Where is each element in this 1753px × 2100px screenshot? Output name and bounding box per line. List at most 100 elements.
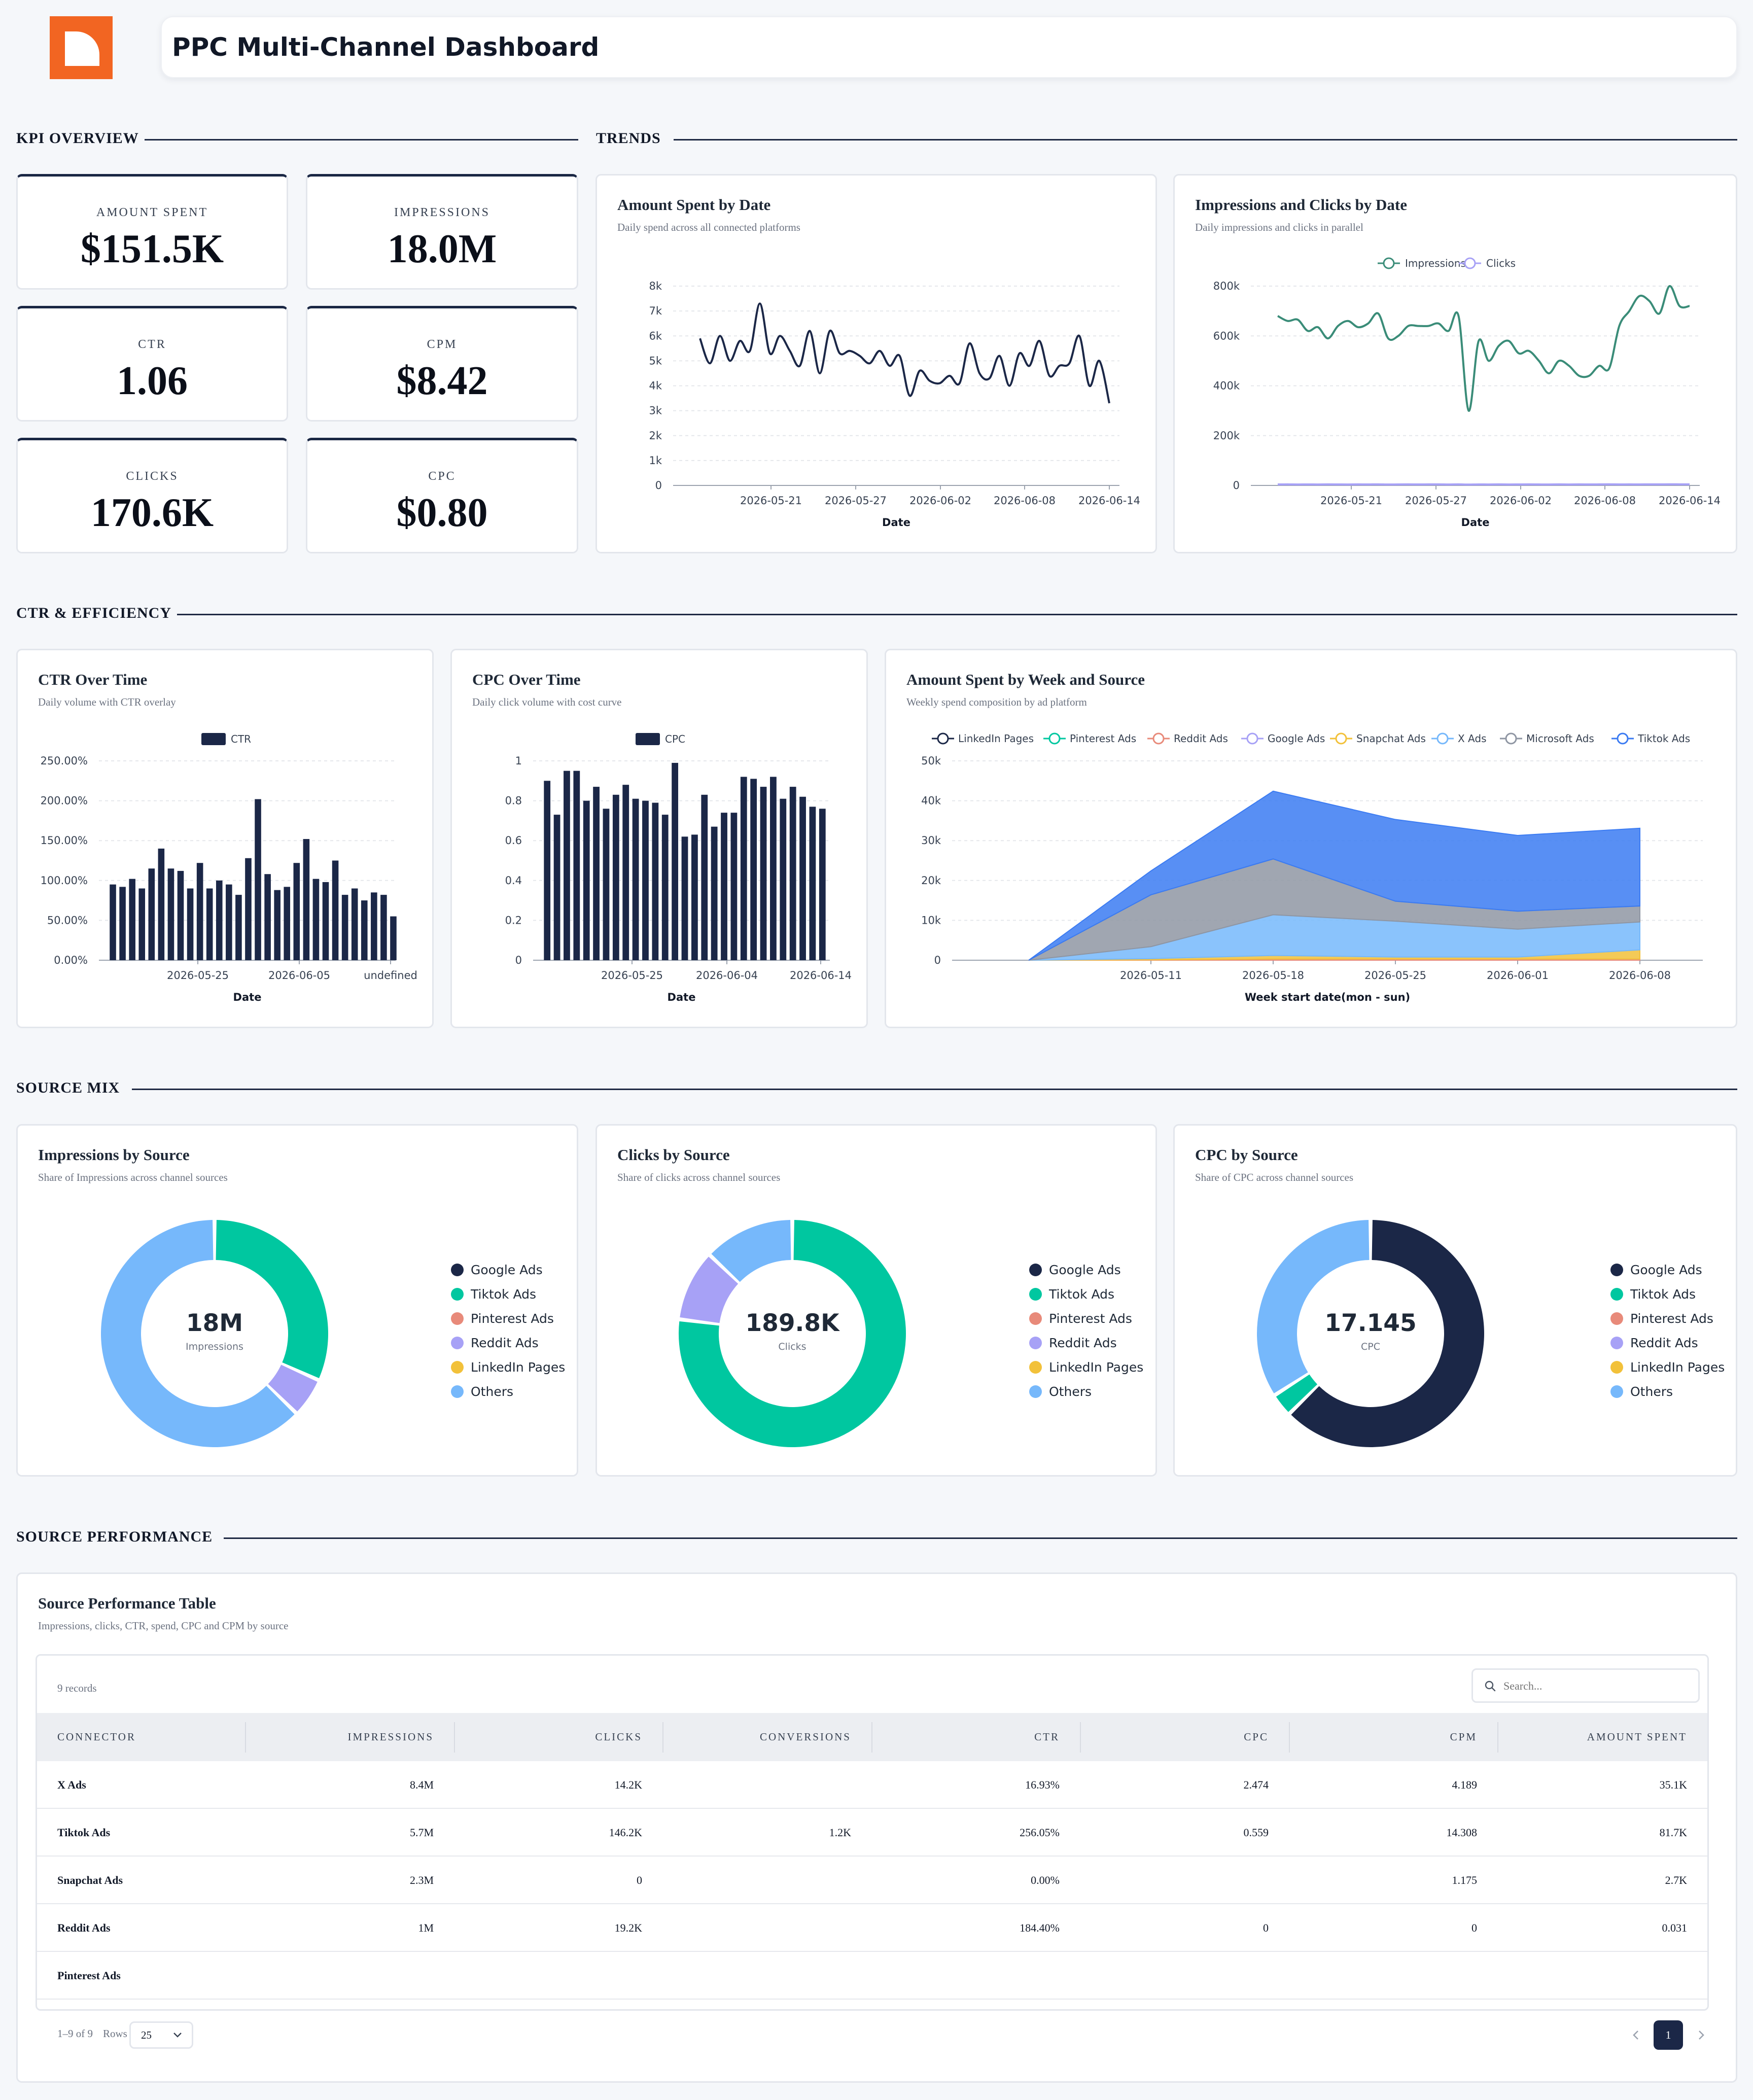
- table-row[interactable]: Tiktok Ads 5.7M 146.2K 1.2K 256.05% 0.559 14.3…: [37, 1809, 1707, 1857]
- legend-label: Others: [471, 1384, 514, 1399]
- chevron-down-icon: [173, 2033, 182, 2038]
- page-button-current[interactable]: 1: [1654, 2020, 1683, 2050]
- donut-center-value: 18M: [186, 1309, 243, 1337]
- x-tick-label: 2026-05-21: [1320, 495, 1382, 507]
- card-title: Clicks by Source: [617, 1146, 730, 1164]
- next-page-button[interactable]: [1687, 2020, 1716, 2050]
- area-tiktok-ads: [1028, 790, 1640, 961]
- legend-dot: [451, 1312, 464, 1325]
- table-cell-clicks: 0: [637, 1874, 642, 1886]
- chart-ctr-over-time[interactable]: 0.00% 50.00% 100.00% 150.00% 200.00% 250.00% 2…: [18, 650, 432, 1027]
- table-cell-clicks: 14.2K: [614, 1778, 642, 1791]
- legend-label: Reddit Ads: [1630, 1336, 1698, 1350]
- donut-cpc-by-source[interactable]: [1175, 1126, 1736, 1475]
- donut-clicks-by-source[interactable]: [597, 1126, 1155, 1475]
- chart-amount-spent-by-week-and-source[interactable]: 0 10k 20k 30k 40k 50k 2026-05-11 2026-05-18 2026…: [886, 650, 1736, 1027]
- legend-label: Pinterest Ads: [471, 1311, 554, 1326]
- search-input[interactable]: [1503, 1677, 1691, 1695]
- column-header-cpm[interactable]: CPM: [1450, 1731, 1477, 1743]
- legend-item-reddit-ads[interactable]: Reddit Ads: [451, 1336, 539, 1350]
- bar: [612, 794, 619, 960]
- section-ctr-efficiency: CTR & EFFICIENCY: [16, 605, 172, 621]
- prev-page-button[interactable]: [1621, 2020, 1651, 2050]
- y-tick-label: 0: [934, 954, 941, 966]
- table-pagination: 1–9 of 9 Rows 25 1: [37, 2020, 1707, 2068]
- legend-item-reddit-ads[interactable]: Reddit Ads: [1029, 1336, 1117, 1350]
- legend-item-reddit-ads[interactable]: Reddit Ads: [1610, 1336, 1698, 1350]
- column-header-cpc[interactable]: CPC: [1244, 1731, 1269, 1743]
- legend-item-pinterest-ads[interactable]: Pinterest Ads: [1610, 1311, 1713, 1326]
- legend-label: Reddit Ads: [1049, 1336, 1117, 1350]
- table-row[interactable]: Snapchat Ads 2.3M 0 0.00% 1.175 2.7K: [37, 1857, 1707, 1904]
- legend-item-tiktok-ads[interactable]: Tiktok Ads: [1610, 1287, 1696, 1302]
- chart-impressions-clicks-by-date[interactable]: 0 200k 400k 600k 800k 2026-05-21 2026-05-27 202…: [1175, 176, 1736, 552]
- legend-item-linkedin-pages[interactable]: LinkedIn Pages: [1029, 1360, 1143, 1375]
- legend-item-others[interactable]: Others: [1029, 1384, 1092, 1399]
- donut-impressions-by-source[interactable]: [18, 1126, 577, 1475]
- kpi-value: 1.06: [117, 359, 188, 403]
- y-tick-label: 8k: [649, 280, 662, 292]
- legend-item-google-ads[interactable]: Google Ads: [451, 1263, 543, 1277]
- legend-label: Reddit Ads: [1174, 732, 1228, 745]
- table-search[interactable]: [1471, 1668, 1700, 1703]
- column-header-ctr[interactable]: CTR: [1034, 1731, 1060, 1743]
- legend-label: Tiktok Ads: [1637, 732, 1690, 745]
- x-tick-label: 2026-06-08: [1574, 495, 1636, 507]
- bar: [701, 794, 708, 960]
- legend-item-pinterest-ads[interactable]: Pinterest Ads: [451, 1311, 554, 1326]
- kpi-card-cpc: CPC $0.80: [306, 438, 578, 553]
- y-tick-label: 40k: [921, 795, 941, 807]
- legend-label: Google Ads: [1630, 1263, 1702, 1277]
- brand-logo[interactable]: [50, 16, 113, 79]
- table-cell-impressions: 2.3M: [409, 1874, 434, 1886]
- legend-item-pinterest-ads[interactable]: Pinterest Ads: [1029, 1311, 1132, 1326]
- y-tick-label: 20k: [921, 874, 941, 887]
- table-cell-impressions: 8.4M: [409, 1778, 434, 1791]
- column-header-amount-spent[interactable]: AMOUNT SPENT: [1587, 1731, 1687, 1743]
- y-tick-label: 5k: [649, 355, 662, 367]
- y-tick-label: 800k: [1213, 280, 1240, 292]
- legend-item-google-ads[interactable]: Google Ads: [1029, 1263, 1121, 1277]
- y-tick-label: 10k: [921, 914, 941, 926]
- legend-item-tiktok-ads[interactable]: Tiktok Ads: [1029, 1287, 1114, 1302]
- column-header-connector[interactable]: CONNECTOR: [57, 1731, 136, 1743]
- card-title: Amount Spent by Week and Source: [906, 671, 1145, 688]
- bar: [303, 839, 310, 960]
- table-cell-impressions: [245, 1952, 454, 2000]
- legend-item-others[interactable]: Others: [1610, 1384, 1673, 1399]
- legend-label: Others: [1630, 1384, 1673, 1399]
- table-cell-cpm: 1.175: [1452, 1874, 1478, 1886]
- chart-cpc-over-time[interactable]: 0 0.2 0.4 0.6 0.8 1 2026-05-25 2026-06-04 2026-0…: [452, 650, 866, 1027]
- x-tick-label: undefined: [364, 969, 417, 982]
- card-cpc-over-time: CPC Over Time Daily click volume with co…: [450, 649, 868, 1028]
- legend-item-tiktok-ads[interactable]: Tiktok Ads: [451, 1287, 536, 1302]
- card-subtitle: Share of clicks across channel sources: [617, 1171, 781, 1183]
- legend-item-linkedin-pages[interactable]: LinkedIn Pages: [451, 1360, 565, 1375]
- chart-amount-spent-by-date[interactable]: 0 1k 2k 3k 4k 5k 6k 7k 8k 2026-05-21 2026-05-27 202…: [597, 176, 1155, 552]
- table-row[interactable]: Reddit Ads 1M 19.2K 184.40% 0 0 0.031: [37, 1904, 1707, 1952]
- column-header-impressions[interactable]: IMPRESSIONS: [347, 1731, 434, 1743]
- bar: [819, 809, 826, 960]
- table-row[interactable]: X Ads 8.4M 14.2K 16.93% 2.474 4.189 35.1K: [37, 1761, 1707, 1809]
- section-divider: [177, 614, 1737, 615]
- donut-center-label: CPC: [1361, 1341, 1380, 1352]
- legend-dot: [1610, 1288, 1623, 1301]
- bar: [380, 895, 387, 960]
- bar: [245, 858, 252, 960]
- x-tick-label: 2026-06-01: [1487, 969, 1549, 982]
- record-count: 9 records: [57, 1682, 97, 1694]
- table-cell-clicks: [454, 1952, 662, 2000]
- legend-label: Pinterest Ads: [1630, 1311, 1713, 1326]
- table-row[interactable]: Pinterest Ads: [37, 1952, 1707, 2000]
- legend-item-linkedin-pages[interactable]: LinkedIn Pages: [1610, 1360, 1725, 1375]
- legend-item-others[interactable]: Others: [451, 1384, 513, 1399]
- column-header-clicks[interactable]: CLICKS: [595, 1731, 642, 1743]
- legend-item-google-ads: Google Ads: [1241, 732, 1325, 745]
- column-header-conversions[interactable]: CONVERSIONS: [759, 1731, 851, 1743]
- bar: [206, 888, 213, 960]
- x-tick-label: 2026-05-21: [740, 495, 802, 507]
- card-title: CTR Over Time: [38, 671, 148, 688]
- x-tick-label: 2026-05-25: [601, 969, 663, 982]
- rows-per-page-select[interactable]: 25: [129, 2021, 193, 2049]
- legend-item-google-ads[interactable]: Google Ads: [1610, 1263, 1702, 1277]
